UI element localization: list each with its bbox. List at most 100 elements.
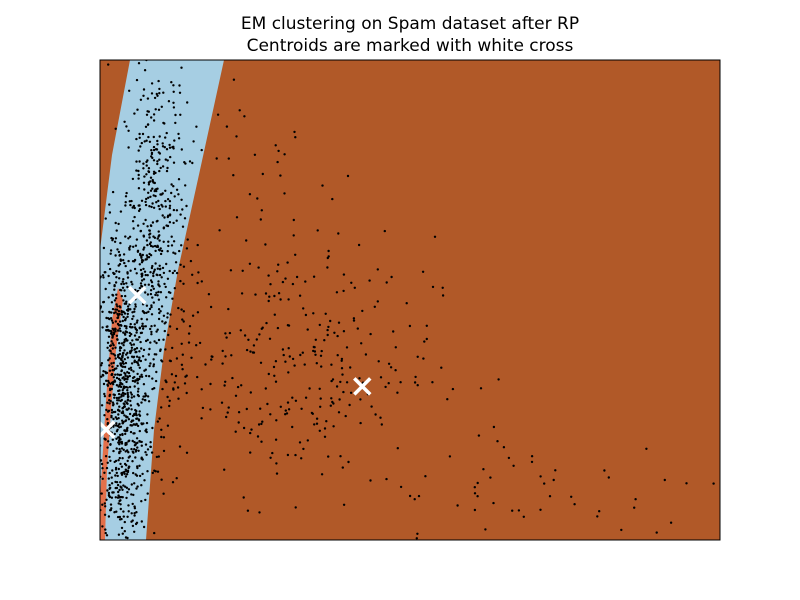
data-point <box>155 189 158 193</box>
data-point <box>133 334 137 337</box>
data-point <box>249 451 252 454</box>
data-point <box>207 293 211 296</box>
data-point <box>127 488 131 491</box>
data-point <box>298 294 302 297</box>
data-point <box>180 198 183 201</box>
data-point <box>125 385 128 389</box>
data-point <box>173 381 176 384</box>
chart-subtitle: Centroids are marked with white cross <box>246 36 574 56</box>
data-point <box>149 232 152 235</box>
data-point <box>124 432 127 436</box>
data-point <box>345 381 349 384</box>
data-point <box>298 441 302 444</box>
data-point <box>140 500 143 503</box>
data-point <box>338 398 341 401</box>
data-point <box>314 338 317 341</box>
data-point <box>340 367 344 370</box>
data-point <box>109 349 112 353</box>
data-point <box>131 450 134 453</box>
data-point <box>181 318 184 321</box>
data-point <box>110 331 113 334</box>
data-point <box>132 343 136 346</box>
data-point <box>162 271 166 275</box>
data-point <box>128 235 132 238</box>
data-point <box>385 477 388 481</box>
data-point <box>141 322 144 325</box>
data-point <box>142 181 146 184</box>
data-point <box>264 243 267 246</box>
data-point <box>552 478 555 482</box>
data-point <box>130 346 134 349</box>
data-point <box>137 449 140 452</box>
data-point <box>162 338 165 341</box>
data-point <box>164 199 167 203</box>
data-point <box>133 310 136 313</box>
data-point <box>196 281 199 285</box>
data-point <box>100 362 104 365</box>
data-point <box>336 354 339 357</box>
data-point <box>105 408 108 412</box>
data-point <box>276 270 279 273</box>
data-point <box>123 340 126 343</box>
data-point <box>223 384 226 387</box>
data-point <box>201 406 205 410</box>
data-point <box>399 381 402 384</box>
data-point <box>114 346 117 349</box>
data-point <box>417 494 421 498</box>
data-point <box>369 479 372 482</box>
data-point <box>152 365 155 368</box>
data-point <box>167 240 170 243</box>
data-point <box>191 161 194 165</box>
data-point <box>433 235 437 238</box>
data-point <box>159 310 162 313</box>
data-point <box>156 162 159 166</box>
data-point <box>266 402 269 406</box>
data-point <box>110 496 114 499</box>
data-point <box>209 382 212 386</box>
data-point <box>185 451 189 454</box>
data-point <box>318 429 321 432</box>
data-point <box>167 333 170 337</box>
data-point <box>117 490 120 494</box>
data-point <box>147 375 151 378</box>
data-point <box>172 221 175 225</box>
data-point <box>188 160 192 163</box>
data-point <box>154 293 157 297</box>
data-point <box>115 229 118 232</box>
data-point <box>303 363 306 366</box>
data-point <box>425 324 428 327</box>
data-point <box>285 412 289 415</box>
data-point <box>133 112 136 115</box>
data-point <box>145 173 148 176</box>
data-point <box>138 350 141 353</box>
data-point <box>132 395 136 398</box>
data-point <box>129 308 132 311</box>
data-point <box>277 263 280 266</box>
data-point <box>104 372 108 375</box>
data-point <box>103 414 106 417</box>
centroid-marker <box>353 377 372 396</box>
data-point <box>133 348 136 351</box>
data-point <box>210 355 213 358</box>
data-point <box>166 159 169 162</box>
data-point <box>122 448 125 451</box>
data-point <box>330 379 333 383</box>
data-point <box>174 374 178 378</box>
data-point <box>141 310 145 313</box>
data-point <box>512 464 515 467</box>
data-point <box>116 483 120 487</box>
data-point <box>149 445 152 448</box>
data-point <box>124 468 128 471</box>
data-point <box>120 309 123 313</box>
data-point <box>196 375 199 379</box>
data-point <box>122 315 125 319</box>
data-point <box>133 359 136 362</box>
data-point <box>118 496 122 499</box>
data-point <box>323 427 327 430</box>
data-point <box>182 320 185 323</box>
data-point <box>125 300 128 303</box>
data-point <box>129 203 132 207</box>
data-point <box>156 187 159 190</box>
data-point <box>314 353 317 356</box>
data-point <box>156 273 159 277</box>
